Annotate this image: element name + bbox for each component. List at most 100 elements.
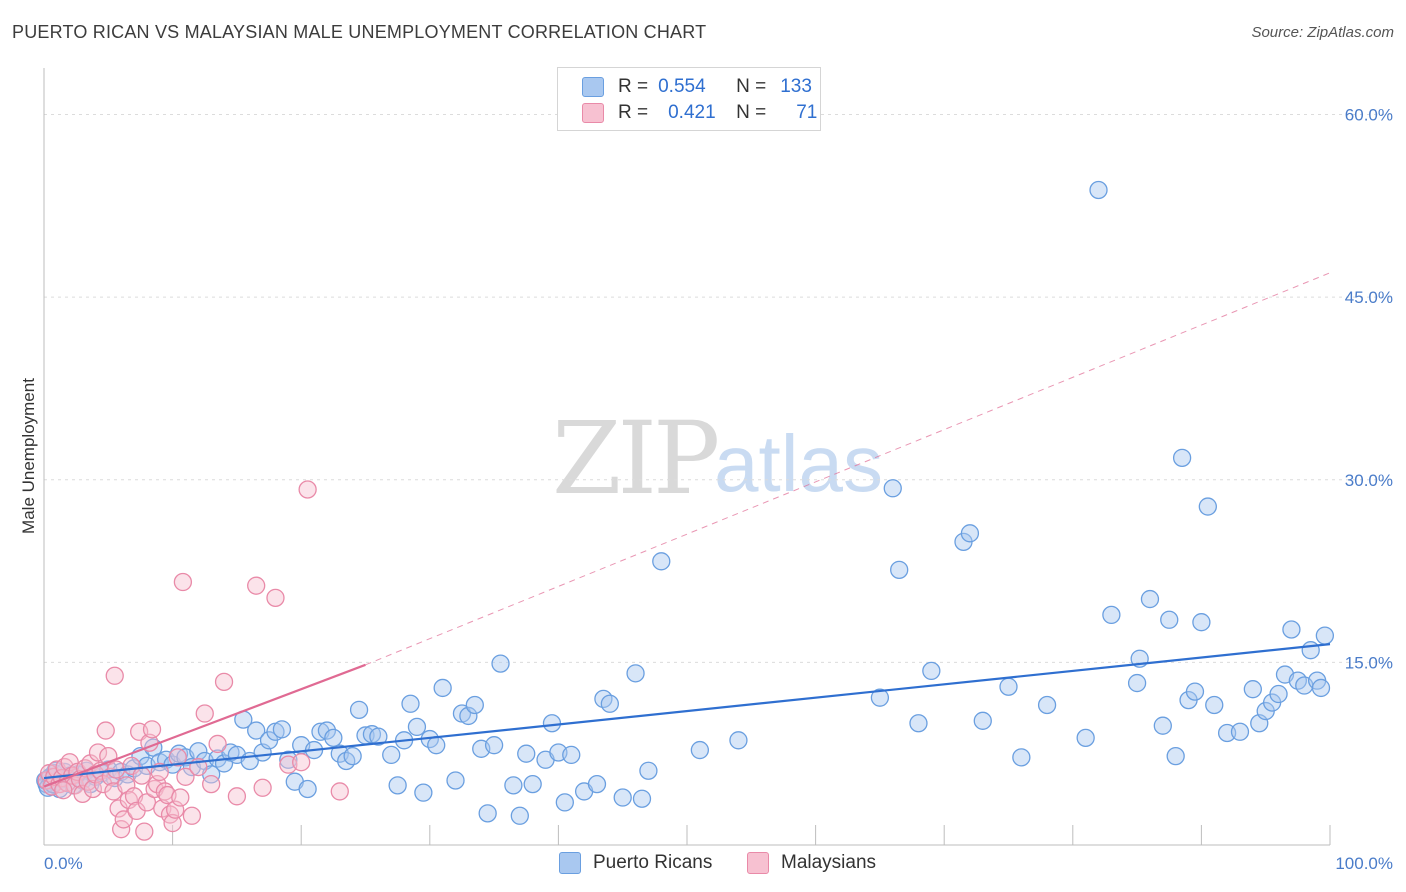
data-point bbox=[973, 711, 992, 730]
data-point bbox=[922, 661, 941, 681]
data-point bbox=[208, 734, 227, 754]
data-point bbox=[613, 788, 632, 807]
data-point bbox=[909, 714, 928, 733]
data-point bbox=[1185, 682, 1205, 701]
y-tick-label: 30.0% bbox=[1345, 471, 1393, 490]
data-point bbox=[214, 672, 234, 692]
regression-extension-malaysians bbox=[365, 272, 1331, 666]
malaysians-series bbox=[37, 480, 349, 841]
data-point bbox=[60, 753, 79, 772]
data-point bbox=[324, 728, 343, 748]
data-point bbox=[132, 766, 151, 785]
data-point bbox=[195, 704, 214, 723]
data-point bbox=[459, 706, 478, 726]
data-point bbox=[349, 700, 369, 720]
watermark-zip: ZIP bbox=[552, 400, 720, 517]
data-point bbox=[1172, 448, 1192, 467]
legend-swatch-malaysians bbox=[582, 103, 604, 123]
data-point bbox=[298, 779, 317, 799]
chart-title: PUERTO RICAN VS MALAYSIAN MALE UNEMPLOYM… bbox=[12, 22, 707, 42]
data-point bbox=[88, 743, 108, 762]
data-point bbox=[414, 783, 433, 802]
data-point bbox=[1192, 613, 1211, 632]
puerto-ricans-series bbox=[36, 180, 1335, 825]
data-point bbox=[729, 731, 748, 750]
data-point bbox=[542, 714, 562, 733]
data-point bbox=[1089, 180, 1108, 200]
data-point bbox=[272, 720, 292, 739]
series-legend-malaysians[interactable]: Malaysians bbox=[747, 852, 876, 874]
data-point bbox=[626, 664, 645, 683]
regression-lines bbox=[43, 272, 1331, 788]
data-point bbox=[600, 694, 619, 713]
data-point bbox=[1102, 605, 1121, 625]
regression-line-malaysians bbox=[43, 663, 366, 788]
series-legend-puerto-ricans[interactable]: Puerto Ricans bbox=[559, 852, 712, 874]
y-axis-title: Male Unemployment bbox=[19, 378, 38, 534]
data-point bbox=[253, 778, 272, 797]
data-point bbox=[446, 771, 465, 790]
data-point bbox=[150, 762, 169, 782]
legend-row-puerto-ricans: R = 0.554 N = 133 bbox=[582, 75, 812, 99]
legend-r-value: 0.421 bbox=[668, 102, 716, 123]
data-point bbox=[1311, 678, 1331, 698]
data-point bbox=[555, 793, 574, 812]
data-point bbox=[163, 813, 182, 833]
data-point bbox=[1012, 748, 1031, 767]
y-tick-label: 15.0% bbox=[1345, 653, 1393, 672]
data-point bbox=[1301, 641, 1320, 660]
data-point bbox=[1230, 722, 1250, 741]
data-point bbox=[202, 774, 221, 794]
data-point bbox=[999, 677, 1018, 696]
series-swatch-puerto-ricans bbox=[559, 852, 581, 874]
axes bbox=[43, 68, 1331, 846]
axis-labels: 15.0% 30.0% 45.0% 60.0% 0.0% 100.0% Male Unemp… bbox=[19, 106, 1393, 873]
data-point bbox=[171, 788, 190, 807]
legend-r-label: R = bbox=[618, 76, 649, 97]
data-point bbox=[890, 560, 909, 580]
data-point bbox=[1076, 728, 1095, 748]
data-point bbox=[491, 654, 510, 673]
data-point bbox=[883, 479, 902, 498]
series-swatch-malaysians bbox=[747, 852, 769, 874]
series-legend-label: Malaysians bbox=[781, 852, 877, 873]
data-point bbox=[433, 678, 452, 698]
data-point bbox=[1269, 684, 1288, 704]
data-point bbox=[1160, 610, 1179, 629]
data-point bbox=[388, 776, 407, 795]
data-point bbox=[135, 822, 154, 841]
data-point bbox=[247, 576, 266, 595]
data-point bbox=[189, 742, 208, 761]
data-point bbox=[54, 781, 73, 800]
data-point bbox=[504, 776, 523, 795]
data-point bbox=[317, 721, 337, 740]
legend-row-malaysians: R = 0.421 N = 71 bbox=[582, 101, 817, 125]
data-point bbox=[1315, 626, 1335, 645]
data-point bbox=[632, 789, 652, 808]
data-point bbox=[562, 745, 581, 765]
data-point bbox=[870, 688, 890, 707]
data-point bbox=[1166, 746, 1185, 766]
data-point bbox=[114, 810, 133, 829]
data-point bbox=[173, 572, 193, 592]
data-point bbox=[484, 736, 504, 755]
data-point bbox=[266, 588, 285, 608]
data-point bbox=[1153, 716, 1172, 735]
data-point bbox=[369, 727, 388, 746]
data-point bbox=[142, 720, 162, 739]
data-point bbox=[330, 782, 349, 801]
data-point bbox=[427, 736, 446, 755]
data-point bbox=[407, 717, 427, 737]
legend-n-label: N = bbox=[736, 102, 767, 123]
data-point bbox=[176, 767, 195, 786]
regression-line-puerto-ricans bbox=[43, 643, 1331, 780]
watermark-atlas: atlas bbox=[714, 419, 883, 508]
data-point bbox=[168, 748, 187, 767]
data-point bbox=[1282, 620, 1301, 639]
x-tick-label: 0.0% bbox=[44, 854, 83, 873]
data-point bbox=[690, 740, 710, 760]
data-point bbox=[227, 787, 247, 806]
data-point bbox=[182, 806, 202, 825]
data-point bbox=[510, 806, 529, 825]
data-point bbox=[382, 745, 401, 765]
